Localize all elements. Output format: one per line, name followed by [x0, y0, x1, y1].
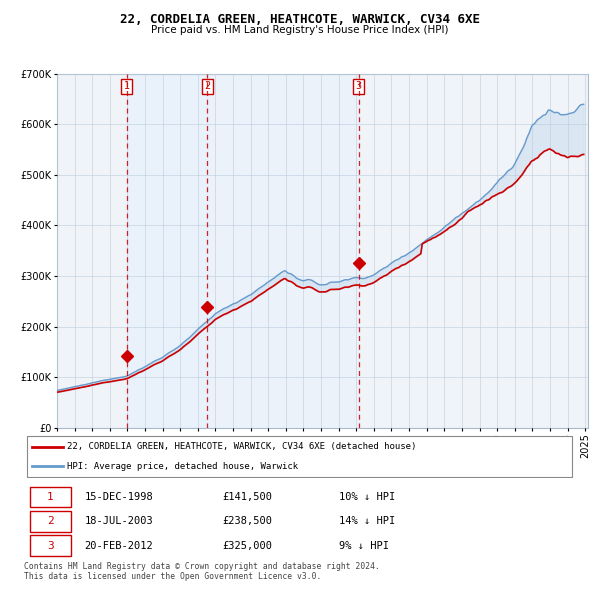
Text: 18-JUL-2003: 18-JUL-2003: [85, 516, 154, 526]
Text: HPI: Average price, detached house, Warwick: HPI: Average price, detached house, Warw…: [67, 462, 298, 471]
Text: 3: 3: [47, 541, 54, 550]
Text: 10% ↓ HPI: 10% ↓ HPI: [338, 492, 395, 502]
Text: 2: 2: [47, 516, 54, 526]
Text: 22, CORDELIA GREEN, HEATHCOTE, WARWICK, CV34 6XE (detached house): 22, CORDELIA GREEN, HEATHCOTE, WARWICK, …: [67, 442, 416, 451]
FancyBboxPatch shape: [30, 536, 71, 556]
Bar: [208, 74, 359, 428]
Text: 9% ↓ HPI: 9% ↓ HPI: [338, 541, 389, 550]
Text: This data is licensed under the Open Government Licence v3.0.: This data is licensed under the Open Gov…: [24, 572, 322, 581]
Text: 3: 3: [356, 81, 362, 91]
FancyBboxPatch shape: [30, 487, 71, 507]
FancyBboxPatch shape: [27, 436, 572, 477]
Text: 14% ↓ HPI: 14% ↓ HPI: [338, 516, 395, 526]
Text: £238,500: £238,500: [223, 516, 273, 526]
Text: 2: 2: [204, 81, 211, 91]
Text: 15-DEC-1998: 15-DEC-1998: [85, 492, 154, 502]
Bar: [127, 74, 208, 428]
Text: 1: 1: [124, 81, 130, 91]
Text: £141,500: £141,500: [223, 492, 273, 502]
Text: 20-FEB-2012: 20-FEB-2012: [85, 541, 154, 550]
FancyBboxPatch shape: [30, 511, 71, 532]
Text: Contains HM Land Registry data © Crown copyright and database right 2024.: Contains HM Land Registry data © Crown c…: [24, 562, 380, 571]
Text: £325,000: £325,000: [223, 541, 273, 550]
Text: 1: 1: [47, 492, 54, 502]
Text: Price paid vs. HM Land Registry's House Price Index (HPI): Price paid vs. HM Land Registry's House …: [151, 25, 449, 35]
Text: 22, CORDELIA GREEN, HEATHCOTE, WARWICK, CV34 6XE: 22, CORDELIA GREEN, HEATHCOTE, WARWICK, …: [120, 13, 480, 26]
